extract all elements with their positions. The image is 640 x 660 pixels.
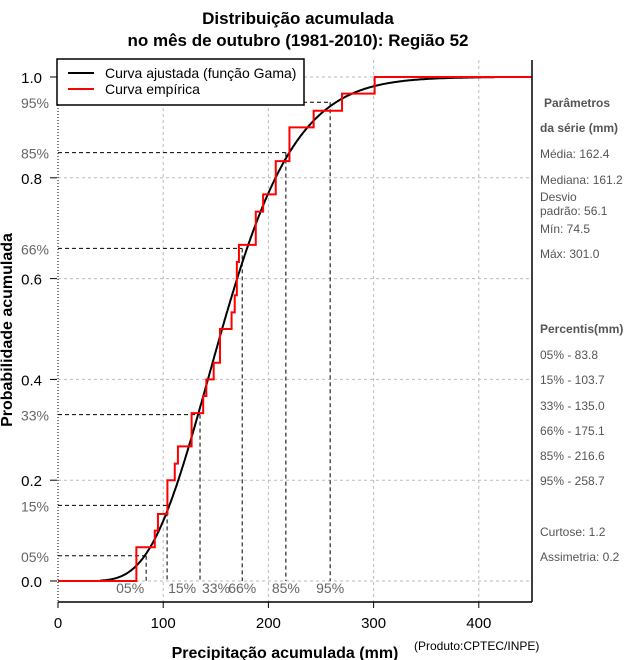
legend: Curva ajustada (função Gama) Curva empír… (56, 58, 305, 106)
y-tick-label: 0.6 (21, 272, 42, 289)
percentil-item: 33% - 135.0 (540, 399, 605, 413)
legend-label-empirical: Curva empírica (105, 81, 200, 97)
param-max: Máx: 301.0 (540, 247, 600, 261)
percentile-y-label: 33% (21, 408, 49, 424)
chart-title-line1: Distribuição acumulada (202, 9, 394, 28)
percentile-y-label: 95% (21, 95, 49, 111)
y-tick-label: 0.2 (21, 473, 42, 490)
product-credit: (Produto:CPTEC/INPE) (414, 639, 539, 653)
param-curtose: Curtose: 1.2 (540, 525, 606, 539)
percentile-y-label: 66% (21, 241, 49, 257)
x-tick-label: 200 (256, 615, 281, 632)
percentil-item: 95% - 258.7 (540, 474, 605, 488)
param-desvio-2: padrão: 56.1 (540, 204, 608, 218)
y-tick-label: 0.0 (21, 574, 42, 591)
param-assimetria: Assimetria: 0.2 (540, 550, 620, 564)
x-tick-label: 0 (54, 615, 62, 632)
x-tick-label: 100 (151, 615, 176, 632)
param-desvio-1: Desvio (540, 190, 577, 204)
percentile-x-label: 66% (228, 580, 256, 596)
y-tick-label: 0.8 (21, 171, 42, 188)
params-title-2: da série (mm) (540, 121, 618, 135)
x-axis-label: Precipitação acumulada (mm) (172, 645, 399, 660)
percentile-y-label: 85% (21, 146, 49, 162)
y-axis-label: Probabilidade acumulada (0, 233, 16, 427)
y-tick-label: 0.4 (21, 372, 42, 389)
grid (57, 60, 532, 602)
x-tick-label: 400 (466, 615, 491, 632)
param-min: Mín: 74.5 (540, 222, 590, 236)
percentile-x-label: 95% (316, 580, 344, 596)
series (58, 76, 532, 582)
percentile-y-label: 15% (21, 498, 49, 514)
y-tick-label: 1.0 (21, 70, 42, 87)
param-mediana: Mediana: 161.2 (540, 173, 623, 187)
chart-title-line2: no mês de outubro (1981-2010): Região 52 (127, 31, 468, 50)
percentil-item: 85% - 216.6 (540, 449, 605, 463)
param-media: Média: 162.4 (540, 147, 610, 161)
percentil-item: 05% - 83.8 (540, 348, 598, 362)
percentil-item: 66% - 175.1 (540, 424, 605, 438)
legend-box (56, 58, 305, 106)
percentile-x-label: 15% (168, 580, 196, 596)
percentil-item: 15% - 103.7 (540, 373, 605, 387)
percentile-y-label: 05% (21, 549, 49, 565)
empirical-step-curve (58, 76, 532, 582)
percentis-title: Percentis(mm) (540, 322, 623, 336)
percentile-x-label: 85% (272, 580, 300, 596)
percentile-lines: 05%05%15%15%33%33%66%66%85%85%95%95% (21, 95, 344, 596)
params-title-1: Parâmetros (544, 96, 610, 110)
percentile-x-label: 05% (116, 580, 144, 596)
percentile-x-label: 33% (202, 580, 230, 596)
series-parameters-panel: Parâmetros da série (mm) Média: 162.4 Me… (540, 96, 623, 564)
axes: 0 100 200 300 400 0.0 0.2 0.4 0.6 0.8 1.0 (21, 60, 533, 632)
legend-label-fitted: Curva ajustada (função Gama) (105, 65, 296, 81)
x-tick-label: 300 (361, 615, 386, 632)
